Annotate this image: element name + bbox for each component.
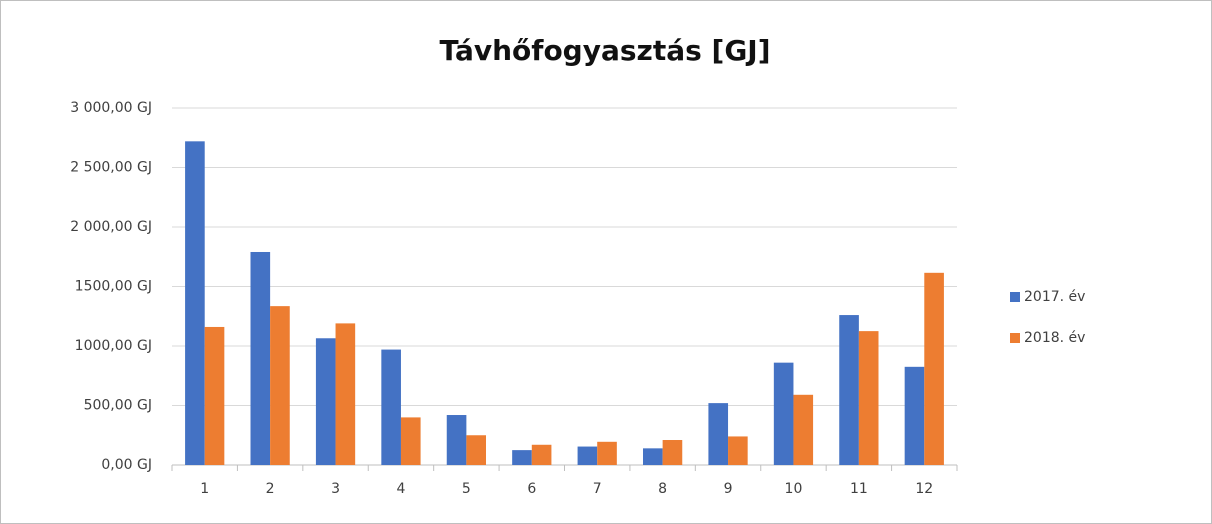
bar [904,366,925,465]
y-tick-label: 1500,00 GJ [75,279,152,295]
bar [315,338,336,465]
x-tick-label: 11 [850,481,868,497]
bar [204,326,225,465]
chart-title: Távhőfogyasztás [GJ] [439,34,770,67]
legend-swatch [1010,333,1020,343]
bar [185,141,205,465]
bar [466,435,486,465]
bar [577,446,598,465]
bar [250,251,271,465]
bar [400,417,421,465]
bar [512,450,532,465]
bar [597,441,617,465]
legend-swatch [1010,292,1020,302]
bar [708,403,729,465]
x-tick-label: 9 [724,481,733,497]
bar [446,415,467,465]
bar [270,306,290,465]
x-tick-label: 2 [266,481,275,497]
legend-label: 2017. év [1024,289,1085,305]
y-tick-label: 2 000,00 GJ [70,219,152,235]
bar [335,323,356,465]
y-tick-label: 500,00 GJ [84,398,152,414]
x-tick-label: 5 [462,481,471,497]
x-tick-label: 12 [915,481,933,497]
legend-label: 2018. év [1024,330,1085,346]
y-tick-label: 0,00 GJ [101,457,152,473]
bar [381,349,401,465]
x-tick-label: 7 [593,481,602,497]
x-tick-label: 4 [396,481,405,497]
bar [858,331,879,465]
bar [773,362,794,465]
bar [531,444,552,465]
bar [728,436,748,465]
bar [793,394,814,465]
x-tick-label: 8 [658,481,667,497]
bar [839,315,859,465]
x-tick-label: 3 [331,481,340,497]
bar [643,448,663,465]
x-tick-label: 10 [785,481,803,497]
y-tick-label: 3 000,00 GJ [70,100,152,116]
bar [662,440,683,465]
bar [924,272,944,465]
x-tick-label: 6 [527,481,536,497]
y-tick-label: 1000,00 GJ [75,338,152,354]
x-tick-label: 1 [200,481,209,497]
y-tick-label: 2 500,00 GJ [70,160,152,176]
